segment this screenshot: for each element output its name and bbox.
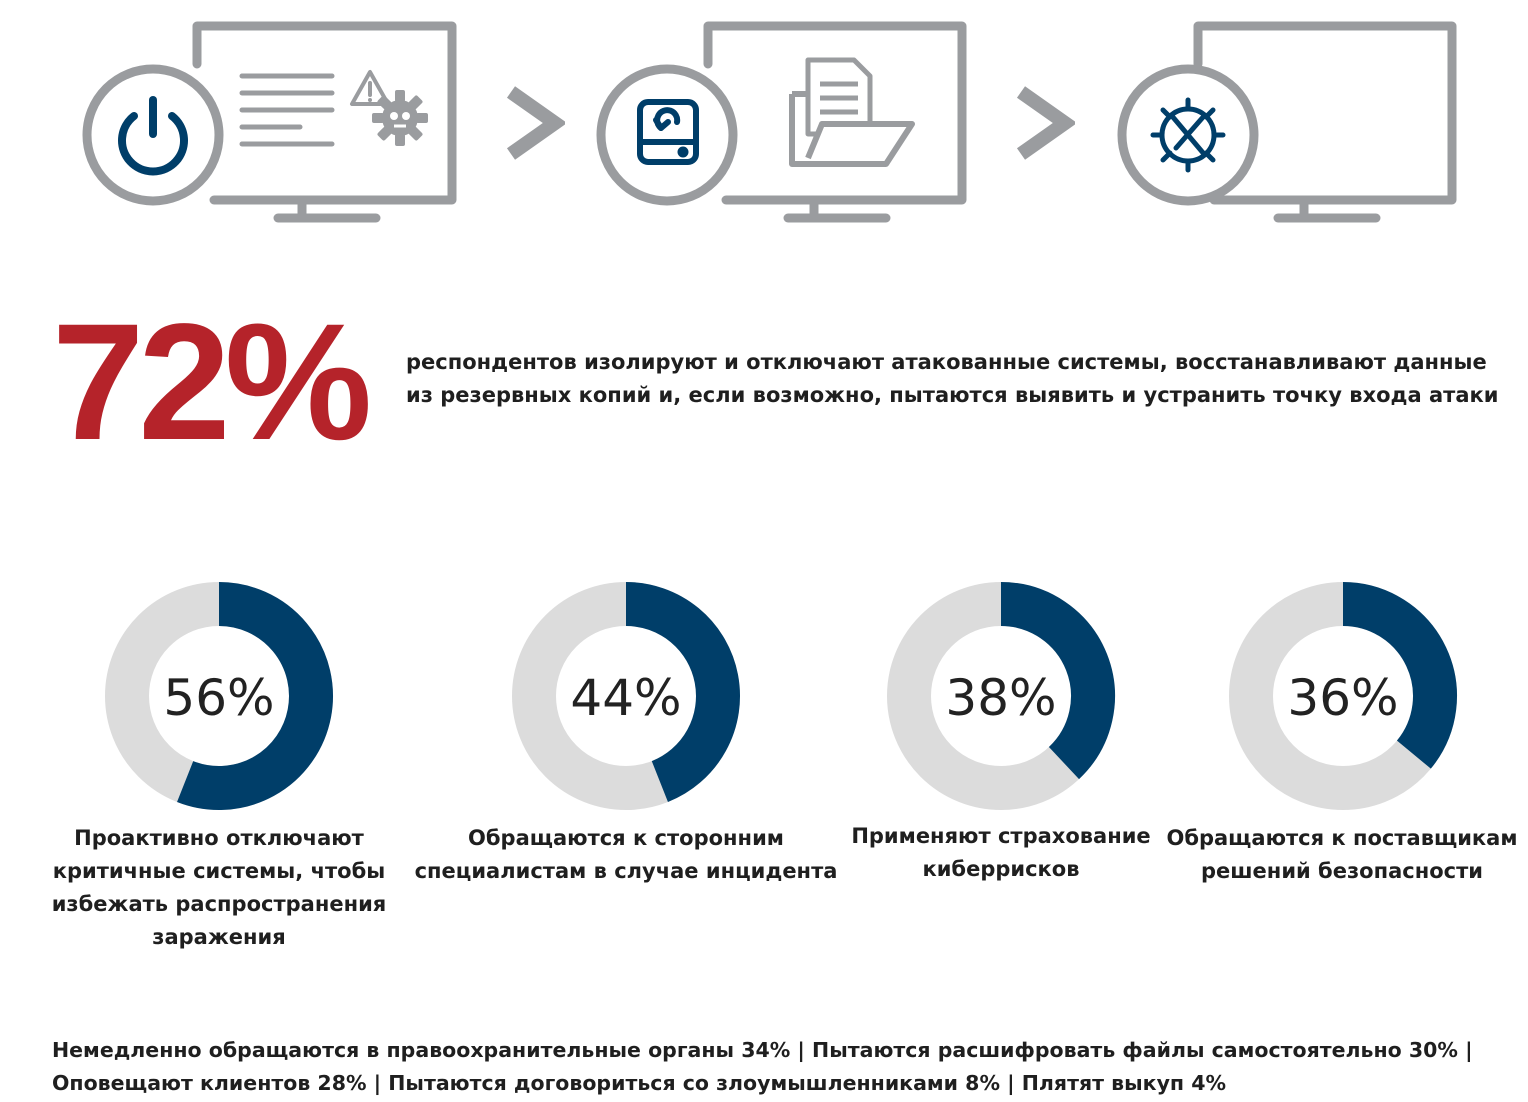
donut-value-label-3: 38%: [945, 669, 1056, 727]
footer-stats: Немедленно обращаются в правоохранительн…: [52, 1034, 1492, 1100]
donut-value-label-2: 44%: [570, 669, 681, 727]
headline-text: респондентов изолируют и отключают атако…: [406, 350, 1499, 407]
virus-gear-icon: [372, 90, 428, 146]
wrench-gear-icon: [1150, 97, 1226, 173]
donut-caption-1: Проактивно отключают критичные системы, …: [51, 826, 387, 949]
power-icon: [118, 96, 188, 176]
headline-percent: 72%: [52, 290, 372, 475]
donut-caption-3: Применяют страхование киберрисков: [851, 824, 1151, 881]
donut-caption-4: Обращаются к поставщикам решений безопас…: [1166, 826, 1518, 883]
warning-icon: [350, 70, 390, 106]
document-icon: [805, 57, 873, 137]
separator-chevron-1: [506, 86, 565, 160]
step-1-monitor-icon: [82, 21, 457, 223]
folder-icon: [789, 91, 915, 167]
step-3-monitor-icon: [1117, 21, 1457, 223]
step-2-monitor-icon: [596, 21, 967, 223]
donut-value-label-1: 56%: [163, 669, 274, 727]
separator-chevron-2: [1016, 86, 1075, 160]
process-steps: [0, 0, 1528, 250]
footer-line-2: Оповещают клиентов 28% | Пытаются догово…: [52, 1071, 1227, 1095]
footer-line-1: Немедленно обращаются в правоохранительн…: [52, 1038, 1473, 1062]
donut-segment-3: [1000, 582, 1115, 780]
donut-caption-2: Обращаются к сторонним специалистам в сл…: [414, 826, 838, 883]
donut-charts: 56% 44% 38% 36%: [105, 582, 1457, 810]
donut-segment-2: [625, 582, 740, 802]
donut-segment-4: [1342, 582, 1457, 769]
disk-restore-icon: [637, 99, 699, 165]
donut-segment-1: [177, 582, 333, 810]
donut-value-label-4: 36%: [1287, 669, 1398, 727]
